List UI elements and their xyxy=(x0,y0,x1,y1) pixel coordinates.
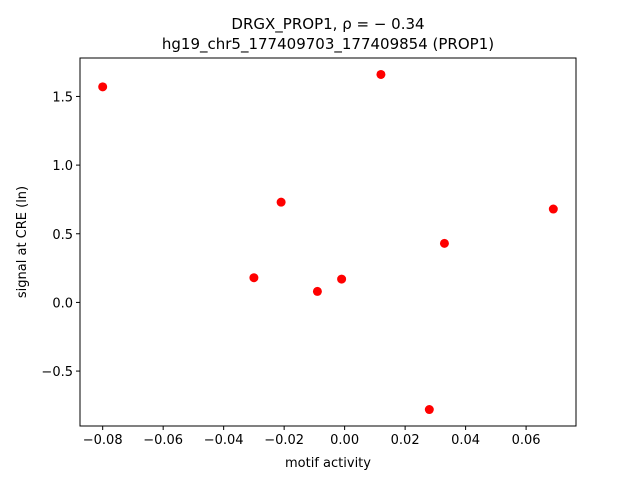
scatter-point xyxy=(439,238,449,248)
scatter-point xyxy=(276,197,286,207)
data-points xyxy=(98,69,558,415)
x-tick-label: −0.02 xyxy=(264,433,304,448)
x-tick-label: 0.00 xyxy=(330,433,359,448)
x-tick-label: 0.06 xyxy=(512,433,541,448)
title-line-1: DRGX_PROP1, ρ = − 0.34 xyxy=(231,15,424,34)
scatter-point xyxy=(98,82,108,92)
x-tick-label: −0.04 xyxy=(204,433,244,448)
x-tick-label: −0.08 xyxy=(83,433,123,448)
y-tick-label: 1.5 xyxy=(52,90,73,105)
plot-frame xyxy=(79,57,577,427)
x-tick-label: −0.06 xyxy=(143,433,183,448)
title-line-2: hg19_chr5_177409703_177409854 (PROP1) xyxy=(162,35,494,54)
y-axis-ticks: −0.5 0.0 0.5 1.0 1.5 xyxy=(41,90,80,380)
scatter-point xyxy=(312,286,322,296)
scatter-point xyxy=(376,69,386,79)
y-axis-label: signal at CRE (ln) xyxy=(15,186,30,298)
scatter-point xyxy=(548,204,558,214)
scatter-point xyxy=(424,405,434,415)
y-tick-label: −0.5 xyxy=(41,365,73,380)
x-axis-label: motif activity xyxy=(285,456,371,471)
chart-title: DRGX_PROP1, ρ = − 0.34 hg19_chr5_1774097… xyxy=(162,15,494,54)
scatter-point xyxy=(249,273,259,283)
y-tick-label: 1.0 xyxy=(52,159,73,174)
x-tick-label: 0.04 xyxy=(451,433,480,448)
scatter-point xyxy=(337,274,347,284)
x-tick-label: 0.02 xyxy=(391,433,420,448)
y-tick-label: 0.5 xyxy=(52,228,73,243)
x-axis-ticks: −0.08 −0.06 −0.04 −0.02 0.00 0.02 0.04 0.06 xyxy=(83,426,541,448)
y-tick-label: 0.0 xyxy=(52,296,73,311)
